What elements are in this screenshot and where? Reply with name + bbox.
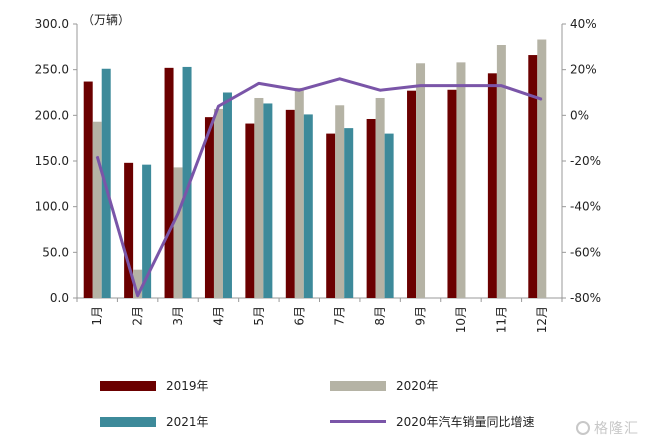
bar-2019: [447, 89, 457, 298]
y-tick-label: 150.0: [35, 154, 69, 168]
x-tick-label: 5月: [252, 306, 266, 326]
legend-label-2020: 2020年: [396, 379, 439, 393]
x-tick-label: 9月: [414, 306, 428, 326]
bar-2020: [537, 39, 547, 298]
bar-2020: [133, 269, 143, 298]
y2-tick-label: 0%: [570, 108, 589, 122]
legend-item-2019: 2019年: [100, 377, 209, 394]
bar-2020: [294, 87, 304, 298]
bar-2019: [487, 73, 497, 298]
growth-line-path: [95, 77, 543, 298]
bar-2020: [456, 62, 466, 298]
x-tick-label: 12月: [535, 306, 549, 333]
bar-2021: [303, 114, 313, 298]
y-tick-label: 0.0: [50, 291, 69, 305]
growth-point: [339, 78, 341, 80]
growth-point: [177, 213, 179, 215]
tick-labels: 0.0 50.0 100.0 150.0 200.0 250.0 300.0 -80% -60%…: [35, 17, 601, 333]
bar-2019: [407, 90, 417, 298]
legend-label-2021: 2021年: [166, 415, 209, 429]
x-tick-label: 7月: [333, 306, 347, 326]
bar-2020: [416, 63, 426, 299]
bar-2019: [285, 109, 295, 298]
bar-2019: [245, 123, 255, 298]
y-tick-label: 50.0: [42, 245, 69, 259]
x-tick-label: 6月: [292, 306, 306, 326]
y2-tick-label: -80%: [570, 291, 601, 305]
y2-tick-label: -60%: [570, 245, 601, 259]
bar-2019: [366, 118, 376, 298]
bar-2019: [528, 55, 538, 299]
watermark: 格隆汇: [576, 418, 639, 438]
y-unit-label: （万辆）: [82, 13, 130, 27]
bar-2020: [375, 97, 385, 298]
bar-2019: [124, 162, 134, 298]
x-tick-label: 3月: [171, 306, 185, 326]
legend-item-2020: 2020年: [330, 377, 439, 394]
legend-swatch-2020: [330, 380, 386, 391]
legend-swatch-2021: [100, 416, 156, 427]
watermark-text: 格隆汇: [594, 421, 639, 437]
growth-point: [379, 89, 381, 91]
legend-item-2021: 2021年: [100, 413, 209, 430]
x-tick-label: 11月: [494, 306, 508, 333]
legend-item-growth: 2020年汽车销量同比增速: [330, 413, 535, 430]
y-tick-label: 300.0: [35, 17, 69, 31]
bar-2020: [213, 108, 223, 298]
legend-swatch-growth: [330, 420, 386, 423]
bar-2021: [263, 103, 273, 299]
growth-point: [298, 89, 300, 91]
growth-point: [500, 85, 502, 87]
bar-2021: [384, 133, 394, 298]
bar-2020: [335, 105, 345, 298]
bar-2019: [83, 81, 93, 298]
y-tick-label: 250.0: [35, 63, 69, 77]
y2-tick-label: -40%: [570, 200, 601, 214]
bar-2019: [164, 67, 174, 298]
bars: [83, 39, 547, 299]
bar-2019: [326, 133, 336, 298]
x-tick-label: 8月: [373, 306, 387, 326]
legend-swatch-2019: [100, 380, 156, 391]
y2-tick-label: -20%: [570, 154, 601, 168]
growth-point: [217, 105, 219, 107]
x-tick-label: 10月: [454, 306, 468, 333]
axes: [73, 23, 566, 302]
legend-label-2019: 2019年: [166, 379, 209, 393]
bar-2020: [92, 121, 102, 298]
x-tick-label: 4月: [211, 306, 225, 326]
growth-point: [137, 295, 139, 297]
bar-2020: [496, 45, 506, 298]
y-tick-label: 100.0: [35, 200, 69, 214]
bar-2020: [254, 97, 264, 298]
growth-line: [95, 77, 543, 298]
bar-2021: [182, 66, 192, 298]
bar-2019: [204, 117, 214, 298]
growth-point: [96, 155, 98, 157]
watermark-logo-icon: [576, 421, 590, 435]
bar-2020: [173, 167, 183, 298]
y2-tick-label: 40%: [570, 17, 597, 31]
growth-point: [541, 98, 543, 100]
growth-point: [258, 82, 260, 84]
growth-point: [420, 85, 422, 87]
bar-2021: [222, 92, 232, 298]
y2-tick-label: 20%: [570, 63, 597, 77]
y-tick-label: 200.0: [35, 108, 69, 122]
bar-2021: [142, 164, 152, 298]
growth-point: [460, 85, 462, 87]
x-tick-label: 2月: [131, 306, 145, 326]
bar-2021: [344, 128, 354, 298]
x-tick-label: 1月: [90, 306, 104, 326]
legend-label-growth: 2020年汽车销量同比增速: [396, 415, 535, 429]
